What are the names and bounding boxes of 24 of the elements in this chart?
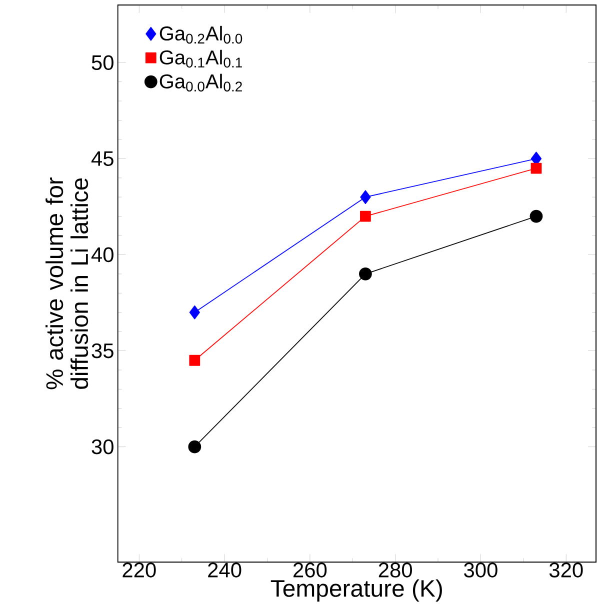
- y-tick-label: 35: [92, 343, 114, 358]
- point: [189, 354, 200, 366]
- x-tick-label: 280: [378, 562, 412, 578]
- x-tick-label: 260: [294, 562, 327, 578]
- y-tick-label: 50: [92, 55, 114, 70]
- point: [189, 305, 200, 320]
- y-tick-label: 45: [91, 151, 114, 166]
- x-tick-label: 240: [208, 562, 242, 578]
- x-tick-label: 220: [122, 562, 156, 578]
- point: [359, 267, 372, 280]
- y-axis-title: % active volume for diffusion in Li lattice: [46, 177, 88, 390]
- y-tick-label: 40: [91, 247, 114, 262]
- point: [530, 162, 542, 174]
- point: [188, 440, 202, 454]
- x-tick-label: 300: [464, 562, 498, 578]
- y-tick-label: 30: [92, 439, 114, 454]
- legend-label: Ga$_{0.2}$Al$_{0.0}$: [160, 26, 242, 44]
- point: [360, 210, 371, 222]
- point: [360, 190, 371, 204]
- x-axis-title: Temperature (K): [270, 579, 442, 602]
- x-tick-label: 320: [549, 562, 583, 578]
- point: [530, 210, 543, 223]
- legend-label: Ga$_{0.0}$Al$_{0.2}$: [160, 74, 242, 92]
- legend-label: Ga$_{0.1}$Al$_{0.1}$: [160, 50, 242, 68]
